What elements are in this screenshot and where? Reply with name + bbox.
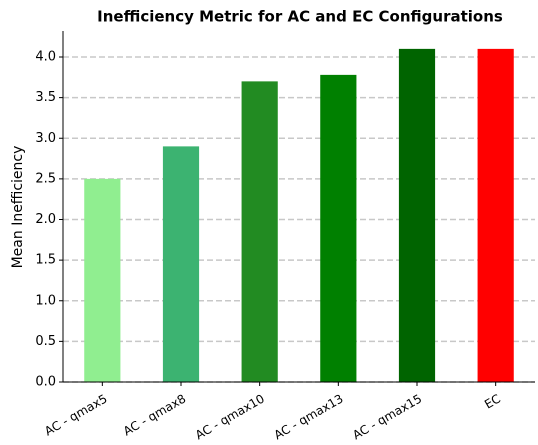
x-tick-label: AC - qmax8 <box>121 392 188 439</box>
x-tick-label: AC - qmax15 <box>350 392 424 443</box>
bar <box>241 81 278 382</box>
y-tick-label: 2.5 <box>35 171 56 186</box>
y-tick-label: 0.0 <box>35 375 56 390</box>
x-tick-label: AC - qmax13 <box>272 392 346 443</box>
bar <box>84 178 121 382</box>
y-tick-label: 3.0 <box>35 131 56 146</box>
bar <box>477 48 514 382</box>
bar <box>320 74 357 382</box>
chart-title: Inefficiency Metric for AC and EC Config… <box>97 8 503 26</box>
bar <box>398 48 436 382</box>
y-tick-label: 3.5 <box>35 90 56 105</box>
y-tick-label: 1.0 <box>35 293 56 308</box>
x-tick-label: AC - qmax10 <box>193 392 267 443</box>
y-tick-label: 1.5 <box>35 253 56 268</box>
y-tick-label: 2.0 <box>35 212 56 227</box>
x-tick-label: AC - qmax5 <box>42 392 109 439</box>
y-tick-label: 0.5 <box>35 334 56 349</box>
bar <box>162 146 200 382</box>
y-tick-label: 4.0 <box>35 50 56 65</box>
y-axis-label: Mean Inefficiency <box>10 146 26 269</box>
x-tick-label: EC <box>482 392 503 412</box>
